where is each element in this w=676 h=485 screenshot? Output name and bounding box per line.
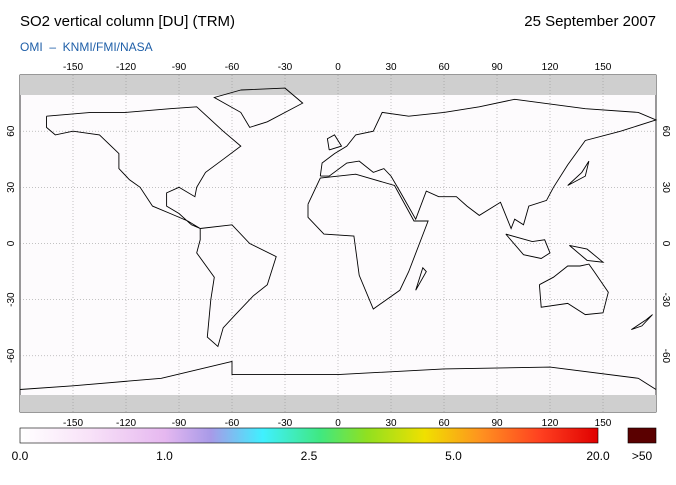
overflow-label: >50 [632, 449, 653, 463]
coastline [196, 224, 277, 348]
lat-label-left: 0 [6, 240, 17, 246]
coastline [631, 314, 653, 331]
colorbar-label: 2.5 [301, 449, 318, 463]
lat-label-right: 60 [660, 126, 671, 138]
lon-label-bottom: -150 [63, 418, 83, 429]
lon-label-top: 120 [542, 62, 559, 73]
axis-labels: -150 -150 -120 -120 -90 -90 -60 -60 -30 -30 0 0 30 30… [6, 62, 671, 429]
coastline [569, 244, 605, 263]
lon-label-bottom: -60 [225, 418, 240, 429]
coastline [538, 263, 609, 316]
coastline [213, 87, 304, 128]
lat-label-left: -60 [6, 348, 17, 363]
credit: OMI – KNMI/FMI/NASA [20, 40, 153, 54]
lon-label-top: 60 [438, 62, 450, 73]
lon-label-bottom: 60 [438, 418, 450, 429]
lon-label-top: -90 [172, 62, 187, 73]
coastlines [19, 87, 658, 390]
lon-label-top: -150 [63, 62, 83, 73]
lon-label-top: -30 [278, 62, 293, 73]
lat-label-left: 60 [6, 125, 17, 137]
coastline [415, 266, 427, 291]
lon-label-top: 0 [335, 62, 341, 73]
coastline [319, 98, 658, 230]
title: SO2 vertical column [DU] (TRM) [20, 13, 235, 30]
colorbar-label: 20.0 [586, 449, 610, 463]
colorbar-label: 5.0 [445, 449, 462, 463]
coastline [505, 233, 551, 259]
colorbar-label: 0.0 [12, 449, 29, 463]
lon-label-bottom: 30 [385, 418, 397, 429]
lat-label-left: -30 [6, 292, 17, 307]
colorbar-overflow [627, 427, 657, 444]
colorbar-label: 1.0 [156, 449, 173, 463]
lat-label-right: -60 [660, 349, 671, 364]
lat-label-left: 30 [6, 181, 17, 193]
colorbar-labels: 0.0 1.0 2.5 5.0 20.0 [12, 449, 610, 463]
lon-label-top: -60 [225, 62, 240, 73]
lat-label-right: -30 [660, 292, 671, 307]
lon-label-bottom: -90 [172, 418, 187, 429]
lon-label-bottom: 0 [335, 418, 341, 429]
coastline [307, 173, 429, 310]
lat-label-right: 30 [660, 182, 671, 194]
coastline [19, 360, 657, 390]
lon-label-top: 90 [491, 62, 503, 73]
lon-label-bottom: 120 [542, 418, 559, 429]
lon-label-top: 150 [595, 62, 612, 73]
lon-label-bottom: -120 [116, 418, 136, 429]
date: 25 September 2007 [524, 13, 656, 30]
lon-label-top: 30 [385, 62, 397, 73]
coastline [326, 134, 343, 151]
lon-label-bottom: 90 [491, 418, 503, 429]
lon-label-bottom: 150 [595, 418, 612, 429]
lon-label-bottom: -30 [278, 418, 293, 429]
lat-label-right: 0 [660, 241, 671, 247]
lon-label-top: -120 [116, 62, 136, 73]
coastline [46, 106, 242, 229]
coastline [567, 160, 590, 186]
graticule [20, 75, 656, 412]
no-data-south [20, 395, 656, 412]
colorbar [19, 427, 599, 444]
